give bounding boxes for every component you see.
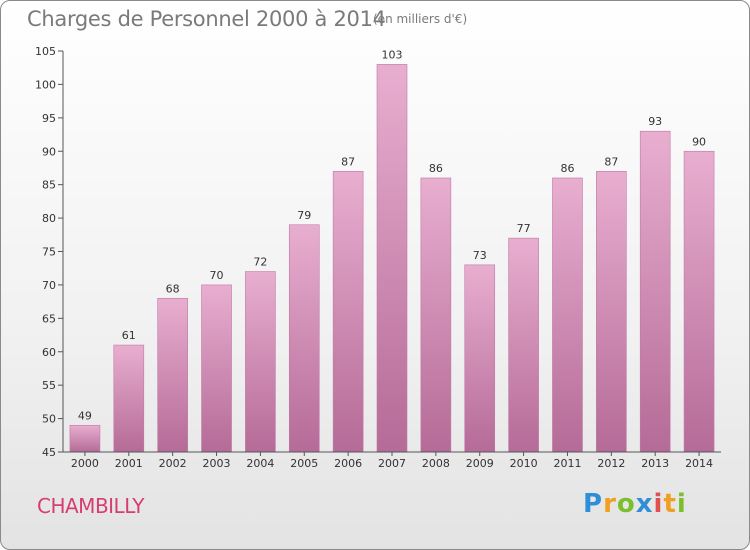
value-label-2000: 49 xyxy=(78,409,92,422)
y-tick-label: 105 xyxy=(35,45,56,58)
proxiti-logo[interactable]: Proxiti xyxy=(583,489,687,519)
y-tick-label: 65 xyxy=(42,312,56,325)
value-label-2001: 61 xyxy=(122,329,136,342)
x-tick-label-2004: 2004 xyxy=(246,457,274,470)
x-tick-label-2006: 2006 xyxy=(334,457,362,470)
y-tick-label: 80 xyxy=(42,212,56,225)
y-tick-label: 70 xyxy=(42,279,56,292)
y-tick-label: 50 xyxy=(42,413,56,426)
x-tick-label-2000: 2000 xyxy=(71,457,99,470)
bar-2000 xyxy=(69,424,101,453)
value-label-2013: 93 xyxy=(648,115,662,128)
value-label-2010: 77 xyxy=(517,222,531,235)
x-tick-label-2012: 2012 xyxy=(597,457,625,470)
bar-2010 xyxy=(508,237,539,453)
bar-2004 xyxy=(245,271,276,453)
bar-2009 xyxy=(464,264,496,453)
bar-2001 xyxy=(113,344,145,453)
value-label-2014: 90 xyxy=(692,135,706,148)
y-tick-label: 45 xyxy=(42,446,56,459)
x-tick-label-2002: 2002 xyxy=(159,457,187,470)
y-tick-label: 90 xyxy=(42,145,56,158)
value-label-2002: 68 xyxy=(166,282,180,295)
bar-2014 xyxy=(683,150,715,453)
value-label-2004: 72 xyxy=(253,256,267,269)
value-label-2007: 103 xyxy=(382,48,403,61)
bar-2008 xyxy=(420,177,452,453)
x-tick-label-2010: 2010 xyxy=(510,457,538,470)
x-tick-label-2011: 2011 xyxy=(553,457,581,470)
chart-title: Charges de Personnel 2000 à 2014 xyxy=(27,7,386,31)
x-tick-label-2003: 2003 xyxy=(203,457,231,470)
x-tick-label-2007: 2007 xyxy=(378,457,406,470)
y-tick-label: 100 xyxy=(35,78,56,91)
bar-2005 xyxy=(288,224,320,453)
bar-2011 xyxy=(552,177,583,453)
bar-2002 xyxy=(157,297,188,453)
y-tick-label: 95 xyxy=(42,112,56,125)
bar-2007 xyxy=(376,64,408,453)
value-label-2003: 70 xyxy=(210,269,224,282)
value-label-2006: 87 xyxy=(341,155,355,168)
y-tick-label: 75 xyxy=(42,246,56,259)
bar-2003 xyxy=(201,284,232,453)
y-tick-label: 85 xyxy=(42,179,56,192)
x-tick-label-2008: 2008 xyxy=(422,457,450,470)
chart-subtitle: (en milliers d'€) xyxy=(373,12,468,26)
value-label-2009: 73 xyxy=(473,249,487,262)
value-label-2012: 87 xyxy=(604,155,618,168)
x-tick-label-2013: 2013 xyxy=(641,457,669,470)
x-tick-label-2001: 2001 xyxy=(115,457,143,470)
value-label-2005: 79 xyxy=(297,209,311,222)
bar-2012 xyxy=(596,171,627,453)
value-label-2011: 86 xyxy=(560,162,574,175)
y-tick-label: 55 xyxy=(42,379,56,392)
x-tick-label-2005: 2005 xyxy=(290,457,318,470)
commune-name: CHAMBILLY xyxy=(37,494,144,518)
value-label-2008: 86 xyxy=(429,162,443,175)
x-tick-label-2009: 2009 xyxy=(466,457,494,470)
y-tick-label: 60 xyxy=(42,346,56,359)
bar-2006 xyxy=(332,171,364,453)
x-tick-label-2014: 2014 xyxy=(685,457,713,470)
bar-2013 xyxy=(639,130,671,453)
